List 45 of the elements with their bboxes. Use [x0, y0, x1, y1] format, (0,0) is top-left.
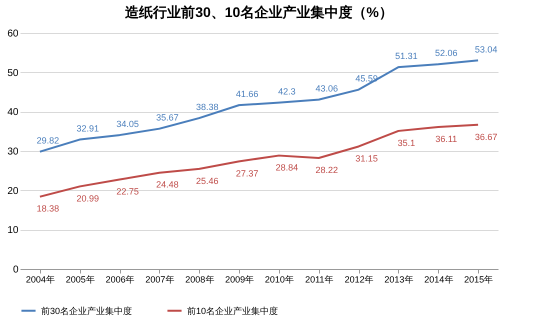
x-tick-label: 2004年	[26, 274, 55, 284]
data-label: 31.15	[355, 153, 378, 164]
legend-label: 前10名企业产业集中度	[187, 306, 278, 316]
y-tick-label: 0	[12, 264, 19, 276]
chart-title: 造纸行业前30、10名企业产业集中度（%）	[124, 4, 393, 20]
y-tick-label: 30	[7, 146, 19, 158]
data-label: 35.1	[398, 138, 416, 148]
x-tick-label: 2012年	[344, 274, 374, 284]
x-tick-label: 2007年	[145, 274, 174, 284]
data-label: 22.75	[116, 186, 139, 197]
data-label: 42.3	[278, 86, 296, 97]
data-label: 43.06	[315, 84, 338, 94]
data-label: 38.38	[196, 102, 219, 112]
data-label: 35.67	[156, 112, 179, 123]
data-label: 18.38	[36, 204, 60, 214]
data-label: 36.67	[474, 132, 498, 142]
y-tick-label: 60	[7, 28, 19, 40]
data-label: 28.22	[315, 165, 338, 175]
data-label: 24.48	[156, 180, 179, 190]
data-label: 52.06	[434, 48, 458, 58]
x-tick-label: 2010年	[264, 274, 294, 284]
y-tick-label: 50	[7, 68, 19, 79]
data-label: 32.91	[76, 124, 100, 134]
data-label: 25.46	[196, 176, 219, 186]
y-tick-label: 10	[7, 225, 19, 236]
y-tick-label: 40	[7, 107, 19, 118]
x-tick-label: 2005年	[66, 274, 95, 284]
data-label: 34.05	[116, 119, 139, 130]
y-tick-label: 20	[7, 186, 19, 197]
x-tick-label: 2011年	[305, 274, 334, 284]
data-label: 20.99	[76, 193, 100, 204]
data-label: 41.66	[236, 89, 258, 100]
data-label: 36.11	[435, 134, 458, 144]
x-tick-label: 2015年	[464, 274, 494, 284]
x-tick-label: 2013年	[384, 274, 414, 284]
data-label: 53.04	[474, 44, 498, 54]
data-label: 51.31	[395, 51, 418, 62]
legend-label: 前30名企业产业集中度	[41, 306, 132, 316]
data-label: 29.82	[36, 136, 60, 146]
x-tick-label: 2008年	[185, 274, 214, 284]
x-tick-label: 2006年	[106, 274, 135, 284]
x-tick-label: 2014年	[424, 274, 454, 284]
data-label: 27.37	[236, 168, 258, 178]
data-label: 28.84	[276, 162, 298, 173]
x-tick-label: 2009年	[225, 274, 254, 284]
